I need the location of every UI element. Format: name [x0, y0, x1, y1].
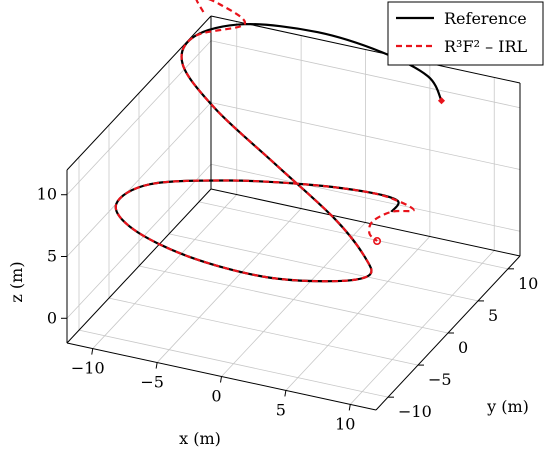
- grid-layer: [66, 15, 521, 411]
- grid-wall-left-z-1: [66, 102, 212, 257]
- series-line-1: [114, 0, 415, 283]
- x-tick-mark-4: [348, 404, 351, 411]
- grid-wall-left-z-0: [66, 164, 212, 319]
- series-layer: [114, 0, 446, 283]
- grid-wall-back-z-2: [210, 40, 521, 109]
- x-tick-label-1: −5: [140, 373, 164, 392]
- grid-floor-y-1: [108, 297, 419, 366]
- axis-box-edge-8: [210, 15, 521, 84]
- x-tick-label-3: 5: [276, 400, 286, 419]
- grid-floor-y-0: [78, 329, 389, 398]
- grid-floor-y-3: [168, 233, 479, 302]
- x-tick-mark-3: [284, 390, 287, 397]
- grid-floor-y-2: [138, 265, 449, 334]
- z-axis-label: z (m): [7, 261, 26, 302]
- grid-floor-y-4: [198, 201, 509, 270]
- z-tick-label-2: 10: [37, 185, 57, 204]
- x-tick-mark-2: [220, 376, 222, 383]
- grid-wall-left-z-2: [66, 40, 212, 195]
- x-tick-label-2: 0: [211, 387, 221, 406]
- grid-wall-back-z-0: [210, 163, 521, 232]
- legend-label-irl: R³F² – IRL: [444, 37, 528, 56]
- y-tick-label-1: −5: [428, 370, 452, 389]
- x-tick-mark-1: [155, 362, 158, 369]
- tick-layer: −10 −5 0 5 10 −10 −5 0 5 10 0 5 10: [37, 185, 539, 434]
- y-tick-label-3: 5: [488, 306, 498, 325]
- axis-box-edge-2: [66, 188, 212, 344]
- legend: Reference R³F² – IRL: [387, 1, 544, 66]
- y-tick-label-0: −10: [398, 402, 432, 421]
- axis-box-edge-3: [210, 188, 521, 257]
- grid-wall-back-z-1: [210, 102, 521, 170]
- x-tick-label-4: 10: [335, 414, 355, 433]
- legend-label-reference: Reference: [444, 9, 527, 28]
- legend-box: [387, 1, 544, 66]
- y-tick-label-4: 10: [518, 274, 538, 293]
- y-axis-label: y (m): [486, 397, 529, 416]
- z-tick-label-0: 0: [47, 308, 57, 327]
- x-tick-label-0: −10: [71, 359, 105, 378]
- irl-start-marker: [373, 237, 382, 246]
- x-tick-mark-0: [91, 348, 94, 355]
- z-tick-label-1: 5: [47, 247, 57, 266]
- irl-end-marker: [437, 97, 446, 105]
- x-axis-label: x (m): [179, 429, 221, 448]
- y-tick-label-2: 0: [458, 338, 468, 357]
